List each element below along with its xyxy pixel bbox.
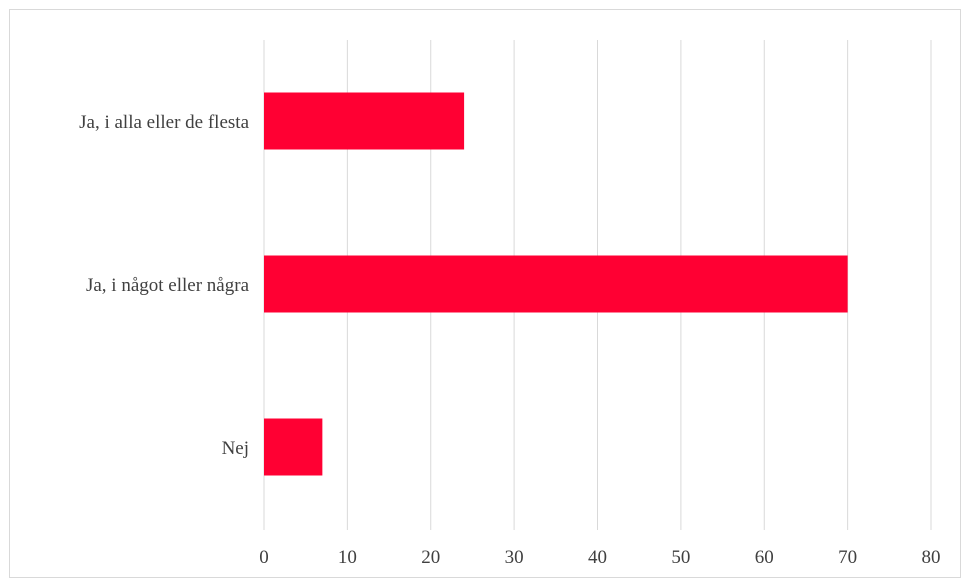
x-tick-label-40: 40 — [588, 547, 607, 568]
x-tick-labels: 0 10 20 30 40 50 60 70 80 — [259, 547, 940, 568]
bar-2 — [264, 418, 323, 476]
category-labels: Ja, i alla eller de flesta Ja, i något el… — [79, 112, 249, 459]
x-tick-label-50: 50 — [671, 547, 690, 568]
x-tick-label-10: 10 — [338, 547, 357, 568]
x-tick-label-20: 20 — [421, 547, 440, 568]
bars — [264, 92, 848, 476]
category-label-2: Nej — [222, 438, 249, 459]
bar-1 — [264, 255, 848, 313]
x-tick-label-70: 70 — [838, 547, 857, 568]
x-tick-label-30: 30 — [505, 547, 524, 568]
x-tick-label-0: 0 — [259, 547, 269, 568]
bar-0 — [264, 92, 465, 150]
category-label-0: Ja, i alla eller de flesta — [79, 112, 249, 133]
category-label-1: Ja, i något eller några — [86, 275, 250, 296]
x-tick-label-60: 60 — [755, 547, 774, 568]
x-tick-label-80: 80 — [922, 547, 941, 568]
